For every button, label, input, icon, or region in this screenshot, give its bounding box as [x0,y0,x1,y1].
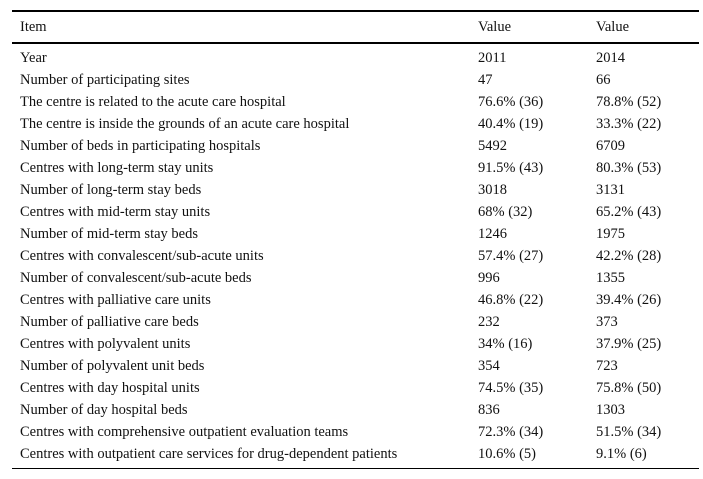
item-cell: Centres with convalescent/sub-acute unit… [20,247,264,264]
item-cell: Number of mid-term stay beds [20,225,198,242]
participating-centres-table: Item Value Value Year 2011 2014 Number of p… [12,10,699,469]
item-cell: The centre is inside the grounds of an a… [20,115,350,132]
item-cell: Year [20,49,47,66]
table-row: Year 2011 2014 [12,43,699,69]
table-row: Number of mid-term stay beds 1246 1975 [12,223,699,245]
header-item: Item [20,18,47,35]
value-cell: 78.8% (52) [596,93,662,110]
value-cell: 37.9% (25) [596,335,662,352]
value-cell: 74.5% (35) [478,379,544,396]
value-cell: 42.2% (28) [596,247,662,264]
table-row: Centres with outpatient care services fo… [12,443,699,469]
value-cell: 1355 [596,269,625,286]
value-cell: 66 [596,71,611,88]
table-row: Centres with long-term stay units 91.5% (… [12,157,699,179]
table-row: Number of participating sites 47 66 [12,69,699,91]
value-cell: 6709 [596,137,625,154]
value-cell: 46.8% (22) [478,291,544,308]
value-cell: 1975 [596,225,625,242]
value-cell: 1246 [478,225,507,242]
table-row: Centres with mid-term stay units 68% (32)… [12,201,699,223]
item-cell: Number of polyvalent unit beds [20,357,205,374]
item-cell: Centres with polyvalent units [20,335,191,352]
table-row: Centres with palliative care units 46.8% … [12,289,699,311]
item-cell: The centre is related to the acute care … [20,93,286,110]
item-cell: Centres with palliative care units [20,291,211,308]
value-cell: 3131 [596,181,625,198]
value-cell: 354 [478,357,500,374]
table-row: The centre is inside the grounds of an a… [12,113,699,135]
item-cell: Number of palliative care beds [20,313,199,330]
value-cell: 57.4% (27) [478,247,544,264]
value-cell: 373 [596,313,618,330]
table-row: Number of day hospital beds 836 1303 [12,399,699,421]
table-row: Number of palliative care beds 232 373 [12,311,699,333]
value-cell: 47 [478,71,493,88]
item-cell: Centres with comprehensive outpatient ev… [20,423,349,440]
item-cell: Number of long-term stay beds [20,181,202,198]
table-row: Number of beds in participating hospital… [12,135,699,157]
value-cell: 91.5% (43) [478,159,544,176]
value-cell: 76.6% (36) [478,93,544,110]
table-row: Centres with polyvalent units 34% (16) 37.… [12,333,699,355]
header-value-2014: Value [596,18,630,35]
table-header: Item Value Value [12,11,699,43]
value-cell: 996 [478,269,500,286]
item-cell: Centres with outpatient care services fo… [20,445,398,462]
value-cell: 2011 [478,49,507,66]
table-row: Centres with convalescent/sub-acute unit… [12,245,699,267]
item-cell: Number of participating sites [20,71,190,88]
value-cell: 5492 [478,137,507,154]
value-cell: 10.6% (5) [478,445,536,462]
table-row: The centre is related to the acute care … [12,91,699,113]
value-cell: 40.4% (19) [478,115,544,132]
value-cell: 836 [478,401,500,418]
table-row: Number of convalescent/sub-acute beds 996… [12,267,699,289]
value-cell: 51.5% (34) [596,423,662,440]
table-body: Year 2011 2014 Number of participating site… [12,43,699,469]
item-cell: Centres with day hospital units [20,379,200,396]
value-cell: 1303 [596,401,625,418]
value-cell: 723 [596,357,618,374]
value-cell: 34% (16) [478,335,533,352]
value-cell: 3018 [478,181,507,198]
item-cell: Number of convalescent/sub-acute beds [20,269,252,286]
value-cell: 33.3% (22) [596,115,662,132]
item-cell: Centres with mid-term stay units [20,203,211,220]
table-row: Number of long-term stay beds 3018 3131 [12,179,699,201]
item-cell: Number of beds in participating hospital… [20,137,261,154]
value-cell: 72.3% (34) [478,423,544,440]
value-cell: 9.1% (6) [596,445,647,462]
value-cell: 2014 [596,49,625,66]
header-value-2011: Value [478,18,512,35]
value-cell: 65.2% (43) [596,203,662,220]
value-cell: 75.8% (50) [596,379,662,396]
item-cell: Number of day hospital beds [20,401,188,418]
table-row: Centres with comprehensive outpatient ev… [12,421,699,443]
value-cell: 68% (32) [478,203,533,220]
header-row: Item Value Value [12,11,699,43]
table-row: Centres with day hospital units 74.5% (35… [12,377,699,399]
value-cell: 39.4% (26) [596,291,662,308]
value-cell: 232 [478,313,500,330]
value-cell: 80.3% (53) [596,159,662,176]
table-row: Number of polyvalent unit beds 354 723 [12,355,699,377]
item-cell: Centres with long-term stay units [20,159,214,176]
